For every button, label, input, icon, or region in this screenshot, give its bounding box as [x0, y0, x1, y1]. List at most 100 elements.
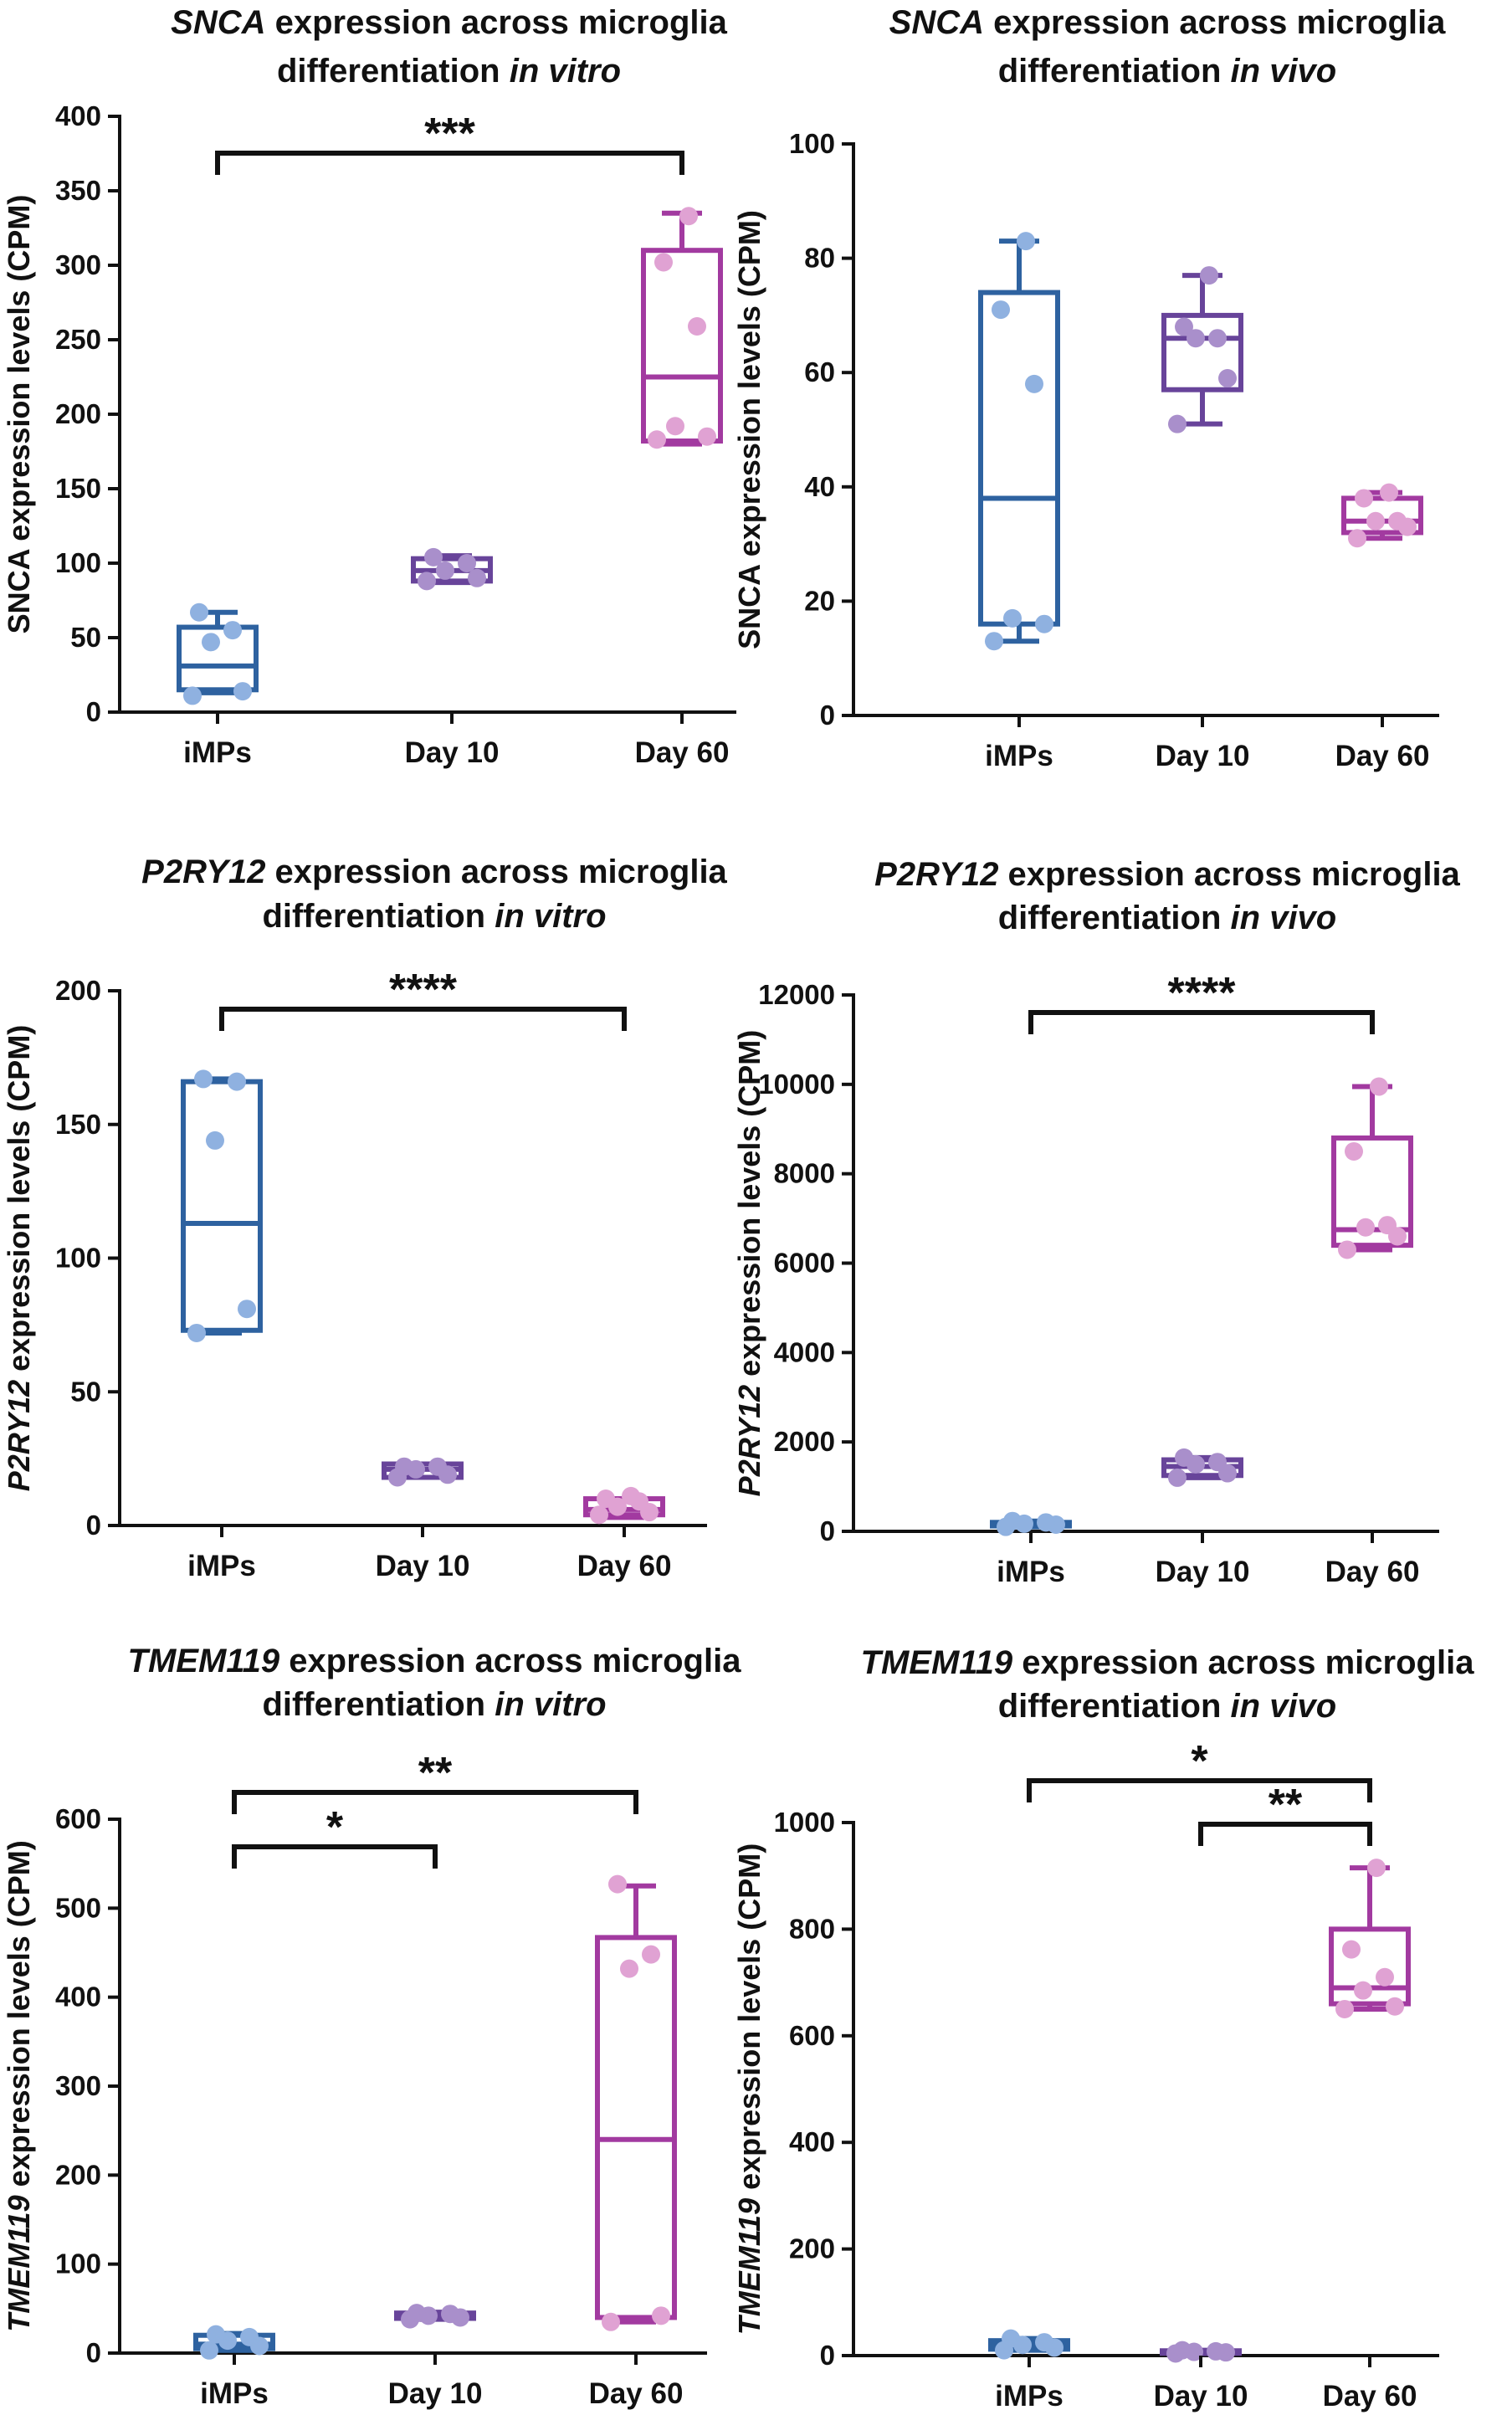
- data-point: [666, 417, 684, 436]
- box-0: [988, 2329, 1070, 2360]
- data-point: [428, 1457, 447, 1476]
- y-axis-label-part: expression levels (CPM): [2, 1840, 36, 2195]
- x-tick-label: Day 10: [1154, 2380, 1248, 2412]
- y-axis-label-part: expression levels (CPM): [732, 1843, 766, 2198]
- x-tick-label: Day 60: [1335, 740, 1430, 772]
- data-point: [1168, 414, 1187, 433]
- y-tick-label: 300: [55, 249, 101, 280]
- data-point: [648, 430, 666, 449]
- significance-bracket: ***: [215, 110, 684, 175]
- box-1: [394, 2304, 476, 2329]
- bracket-line: [232, 1844, 438, 1869]
- x-tick-label: iMPs: [997, 1556, 1065, 1588]
- box-2: [1331, 1077, 1413, 1259]
- data-point: [985, 632, 1003, 651]
- data-point: [240, 2327, 259, 2346]
- box-1: [1161, 1448, 1243, 1487]
- chart-title-line2: differentiation in vitro: [262, 1686, 606, 1723]
- data-point: [1378, 1216, 1397, 1235]
- y-tick-label: 150: [55, 1109, 101, 1140]
- significance-label: ****: [389, 966, 458, 1014]
- box-2: [595, 1874, 677, 2331]
- y-axis-label-part: TMEM119: [732, 2198, 766, 2335]
- y-axis-label-part: expression levels (CPM): [2, 1025, 36, 1380]
- data-point: [1356, 1218, 1375, 1237]
- box-0: [990, 1511, 1072, 1536]
- box-1: [1160, 2341, 1242, 2363]
- y-tick-label: 80: [804, 243, 835, 274]
- chart-title-line2: differentiation in vitro: [277, 53, 621, 90]
- x-tick-label: Day 10: [388, 2377, 483, 2410]
- significance-label: **: [418, 1749, 453, 1797]
- chart-title-part: expression across microglia: [998, 856, 1460, 893]
- y-tick-label: 0: [86, 1510, 101, 1541]
- data-point: [206, 1131, 224, 1150]
- significance-label: ***: [424, 110, 475, 158]
- chart-title: P2RY12 expression across microglia: [874, 856, 1460, 893]
- data-point: [1380, 483, 1398, 502]
- data-point: [183, 686, 202, 705]
- bracket-line: [232, 1790, 638, 1814]
- y-tick-label: 50: [70, 1376, 101, 1407]
- y-tick-label: 20: [804, 585, 835, 616]
- panel-1: SNCA expression across microglia differen…: [2, 4, 736, 769]
- panel-2: SNCA expression across microglia differen…: [732, 4, 1446, 772]
- x-tick-label: iMPs: [187, 1550, 256, 1582]
- box-0: [177, 602, 259, 705]
- y-tick-label: 10000: [758, 1069, 835, 1100]
- box-iqr: [595, 1935, 677, 2320]
- y-tick-label: 350: [55, 175, 101, 206]
- y-axis-label: P2RY12 expression levels (CPM): [2, 1025, 36, 1492]
- bracket-line: [215, 151, 684, 175]
- data-point: [1208, 329, 1227, 348]
- data-point: [597, 1490, 615, 1509]
- data-point: [1003, 608, 1022, 628]
- data-point: [992, 300, 1010, 320]
- chart-title-part: SNCA: [889, 4, 984, 41]
- data-point: [207, 2325, 225, 2344]
- box-1: [1161, 266, 1243, 433]
- x-tick-label: Day 60: [635, 736, 730, 769]
- data-point: [1175, 1448, 1193, 1467]
- box-iqr: [641, 248, 723, 444]
- chart-title-part: P2RY12: [874, 856, 998, 893]
- x-tick-label: iMPs: [995, 2380, 1064, 2412]
- panel-3: P2RY12 expression across microglia differ…: [2, 854, 728, 1582]
- chart-title-line2-part: differentiation: [262, 1686, 495, 1723]
- y-tick-label: 0: [86, 2337, 101, 2368]
- significance-bracket: *: [1027, 1737, 1372, 1802]
- y-tick-label: 1000: [774, 1807, 835, 1838]
- y-axis-label-part: expression levels (CPM): [732, 1030, 766, 1385]
- box-iqr: [978, 290, 1060, 627]
- data-point: [187, 1323, 206, 1342]
- y-tick-label: 200: [55, 398, 101, 429]
- chart-title-line2-part: in vivo: [1231, 900, 1337, 936]
- data-point: [468, 568, 486, 587]
- chart-title-line2-part: differentiation: [277, 53, 510, 90]
- data-point: [1187, 329, 1205, 348]
- significance-label: *: [326, 1803, 344, 1852]
- data-point: [418, 572, 436, 591]
- significance-label: ****: [1168, 969, 1237, 1018]
- significance-bracket: ****: [1028, 969, 1375, 1034]
- panel-4: P2RY12 expression across microglia differ…: [732, 856, 1461, 1588]
- data-point: [238, 1300, 256, 1319]
- box-2: [1329, 1859, 1411, 2018]
- data-point: [602, 2312, 620, 2331]
- significance-label: *: [1191, 1737, 1208, 1786]
- data-point: [200, 2341, 218, 2360]
- y-tick-label: 300: [55, 2070, 101, 2101]
- data-point: [642, 1945, 660, 1964]
- y-tick-label: 4000: [774, 1336, 835, 1367]
- bracket-line: [1028, 1010, 1375, 1034]
- data-point: [441, 2305, 459, 2324]
- y-tick-label: 8000: [774, 1158, 835, 1189]
- x-tick-label: Day 60: [577, 1550, 672, 1582]
- chart-title-line2-part: differentiation: [998, 900, 1231, 936]
- box-2: [583, 1486, 665, 1525]
- data-point: [424, 547, 443, 567]
- significance-bracket: *: [232, 1803, 438, 1869]
- y-tick-label: 150: [55, 473, 101, 504]
- y-axis-label: TMEM119 expression levels (CPM): [732, 1843, 766, 2336]
- box-1: [382, 1457, 464, 1487]
